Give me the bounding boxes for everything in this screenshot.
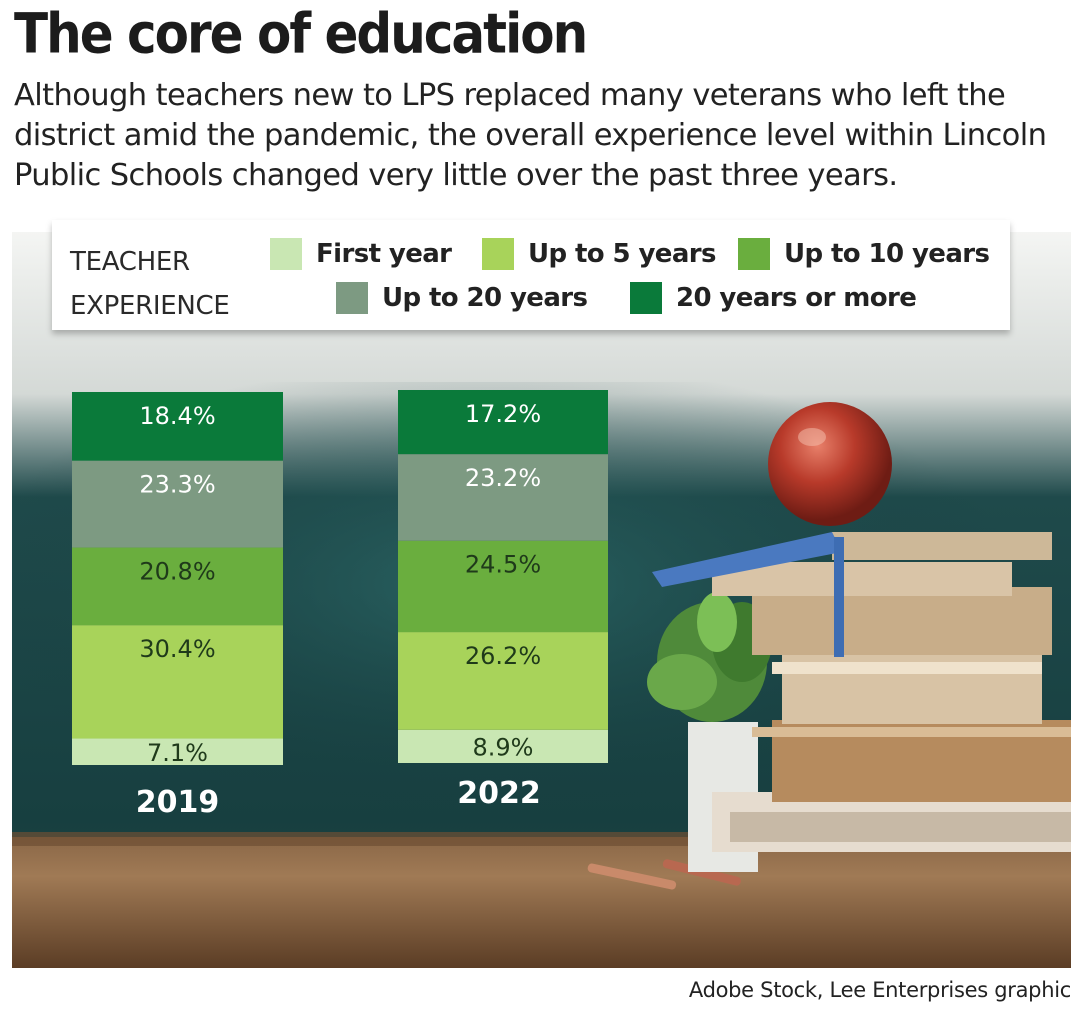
legend-label: Up to 20 years [382,283,588,313]
bar-segment-2022-2 [398,540,608,633]
legend-label: 20 years or more [676,283,917,313]
bar-segment-2022-4 [398,390,608,455]
bar-segment-2019-3 [72,460,283,548]
data-label-2019-3: 23.3% [139,471,215,499]
data-label-2022-3: 23.2% [465,464,541,492]
data-label-2019-2: 20.8% [139,558,215,586]
legend-swatch [630,282,662,314]
category-label-2022: 2022 [457,776,541,811]
legend-swatch [482,238,514,270]
bar-segment-2019-0 [72,738,283,765]
bar-segment-2022-1 [398,632,608,730]
data-label-2022-1: 26.2% [465,642,541,670]
bar-segment-2019-4 [72,392,283,461]
legend-item-up-to-10-years: Up to 10 years [738,236,990,272]
legend-heading: TEACHER EXPERIENCE [70,247,230,321]
bar-segment-2019-2 [72,547,283,626]
data-label-2022-0: 8.9% [473,733,534,761]
bar-segment-2019-1 [72,625,283,739]
legend-item-up-to-20-years: Up to 20 years [336,280,588,316]
legend-item-20-years-or-more: 20 years or more [630,280,917,316]
legend: TEACHER EXPERIENCE First year Up to 5 ye… [52,220,1010,330]
bar-segment-2022-3 [398,454,608,541]
data-label-2019-1: 30.4% [139,635,215,663]
legend-item-first-year: First year [270,236,452,272]
page-title: The core of education [14,2,588,66]
data-label-2022-2: 24.5% [465,551,541,579]
data-label-2022-4: 17.2% [465,400,541,428]
legend-label: First year [316,239,452,269]
data-label-2019-4: 18.4% [139,402,215,430]
data-label-2019-0: 7.1% [147,739,208,767]
legend-swatch [270,238,302,270]
category-label-2019: 2019 [136,785,220,820]
bar-segment-2022-0 [398,729,608,763]
legend-swatch [336,282,368,314]
source-credit: Adobe Stock, Lee Enterprises graphic [688,978,1071,1002]
page-subtitle: Although teachers new to LPS replaced ma… [14,78,1047,193]
legend-label: Up to 5 years [528,239,716,269]
legend-swatch [738,238,770,270]
legend-item-up-to-5-years: Up to 5 years [482,236,716,272]
legend-label: Up to 10 years [784,239,990,269]
